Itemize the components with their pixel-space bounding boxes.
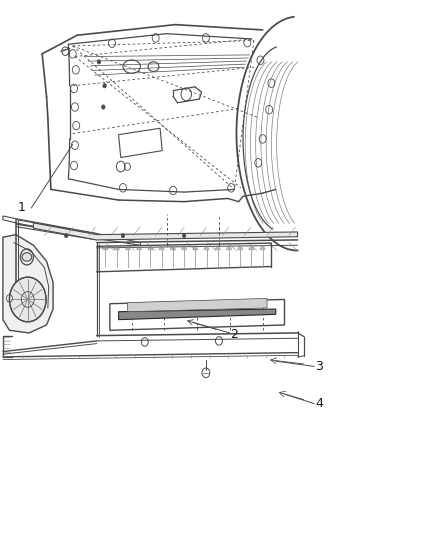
Polygon shape bbox=[159, 245, 164, 249]
Polygon shape bbox=[103, 245, 108, 249]
Polygon shape bbox=[3, 235, 53, 333]
Circle shape bbox=[10, 277, 46, 322]
Text: 1: 1 bbox=[18, 201, 26, 214]
Text: 4: 4 bbox=[315, 398, 323, 410]
Polygon shape bbox=[127, 298, 267, 312]
Polygon shape bbox=[33, 223, 297, 240]
Polygon shape bbox=[204, 245, 209, 249]
Circle shape bbox=[103, 84, 106, 88]
Polygon shape bbox=[148, 245, 153, 249]
Polygon shape bbox=[226, 245, 232, 249]
Circle shape bbox=[97, 60, 101, 64]
Text: 2: 2 bbox=[230, 328, 238, 341]
Circle shape bbox=[102, 105, 105, 109]
Circle shape bbox=[182, 233, 186, 238]
Polygon shape bbox=[119, 309, 276, 320]
Polygon shape bbox=[181, 245, 187, 249]
Polygon shape bbox=[170, 245, 176, 249]
Polygon shape bbox=[237, 245, 243, 249]
Polygon shape bbox=[114, 245, 119, 249]
Polygon shape bbox=[215, 245, 220, 249]
Circle shape bbox=[121, 233, 125, 238]
Polygon shape bbox=[249, 245, 254, 249]
Polygon shape bbox=[260, 245, 265, 249]
Polygon shape bbox=[193, 245, 198, 249]
Ellipse shape bbox=[22, 253, 32, 261]
Polygon shape bbox=[137, 245, 142, 249]
Circle shape bbox=[64, 233, 68, 238]
Text: 3: 3 bbox=[315, 360, 323, 373]
Polygon shape bbox=[125, 245, 131, 249]
